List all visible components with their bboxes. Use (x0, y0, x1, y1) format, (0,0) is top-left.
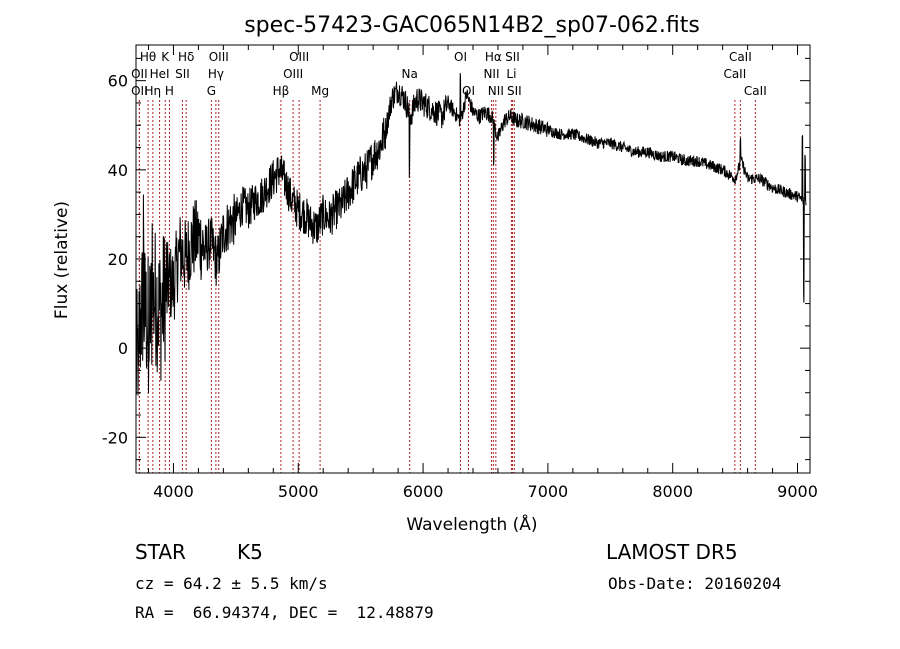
spectral-line-label: OII (131, 84, 148, 98)
spectral-line-label: NII (488, 84, 504, 98)
x-tick-label: 8000 (652, 482, 693, 501)
object-class: STAR (135, 540, 186, 564)
spectral-line-label: OI (462, 84, 475, 98)
spectral-line-label: H (165, 84, 174, 98)
y-axis-label: Flux (relative) (52, 201, 72, 319)
spectral-line-label: Hα (485, 50, 502, 64)
x-tick-label: 4000 (153, 482, 194, 501)
spectral-line-label: Hη (145, 84, 162, 98)
chart-title: spec-57423-GAC065N14B2_sp07-062.fits (244, 13, 700, 38)
x-tick-label: 7000 (528, 482, 569, 501)
spectral-line-label: Hθ (140, 50, 156, 64)
spectral-line-label: K (161, 50, 170, 64)
object-subclass: K5 (237, 540, 263, 564)
x-axis: 4000 5000 6000 7000 8000 9000 (147, 45, 818, 501)
survey-label: LAMOST DR5 (606, 540, 738, 564)
spectral-line-label: Li (506, 67, 516, 81)
spectral-line-label: OIII (283, 67, 303, 81)
spectral-line-label: Hδ (178, 50, 194, 64)
spectral-line-label: CaII (729, 50, 752, 64)
x-tick-label: 9000 (777, 482, 818, 501)
spectral-line-label: Hβ (273, 84, 290, 98)
spectral-line-label: SII (507, 84, 522, 98)
spectral-line-label: CaII (744, 84, 767, 98)
y-tick-label: 20 (108, 250, 128, 269)
y-tick-label: -20 (102, 428, 128, 447)
x-axis-label: Wavelength (Å) (406, 513, 537, 535)
spectral-line-label: Hγ (208, 67, 224, 81)
spectral-line-label: G (207, 84, 216, 98)
spectral-line-label: CaII (723, 67, 746, 81)
spectral-line-label: OIII (209, 50, 229, 64)
spectral-line-label: Na (402, 67, 418, 81)
spectral-line-label: HeI (150, 67, 170, 81)
spectral-line-label: OI (454, 50, 467, 64)
x-tick-label: 6000 (403, 482, 444, 501)
spectral-line-labels: HθOIIOIIHηHeIKHSIIHδHγGOIIIHβOIIIOIIIMgN… (131, 50, 767, 98)
spectral-line-label: SII (505, 50, 520, 64)
observation-date: Obs-Date: 20160204 (608, 574, 782, 593)
spectrum-series-line (135, 72, 807, 396)
x-tick-label: 5000 (278, 482, 319, 501)
y-tick-label: 60 (108, 72, 128, 91)
spectral-line-label: NII (483, 67, 499, 81)
spectral-line-label: SII (175, 67, 190, 81)
sky-coordinates: RA = 66.94374, DEC = 12.48879 (135, 603, 434, 622)
y-axis: -20 0 20 40 60 (102, 57, 810, 461)
spectral-line-label: OII (131, 67, 148, 81)
spectral-line-label: Mg (311, 84, 329, 98)
redshift-velocity: cz = 64.2 ± 5.5 km/s (135, 574, 328, 593)
y-tick-label: 40 (108, 161, 128, 180)
spectral-line-label: OIII (289, 50, 309, 64)
y-tick-label: 0 (118, 339, 128, 358)
